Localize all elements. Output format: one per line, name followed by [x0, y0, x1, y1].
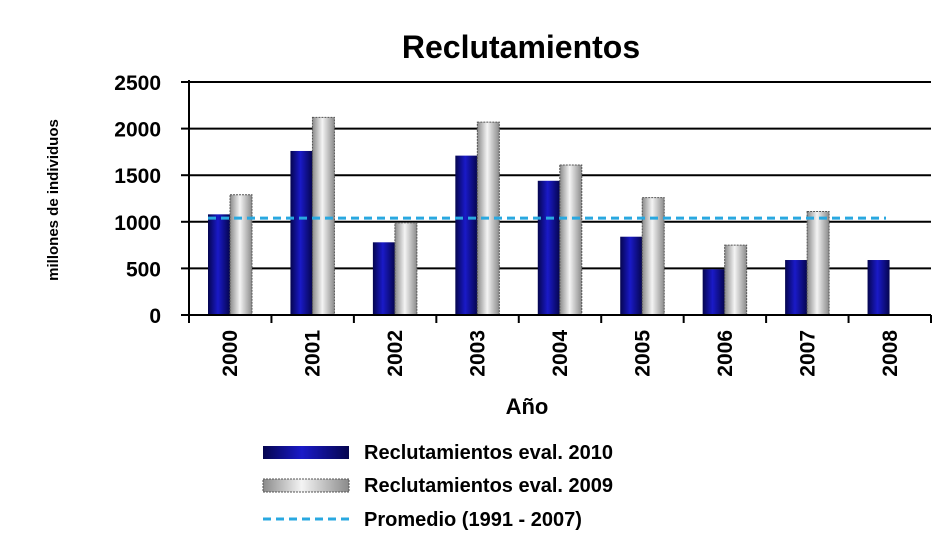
legend-label: Reclutamientos eval. 2010: [364, 442, 613, 464]
legend-label: Reclutamientos eval. 2009: [364, 475, 613, 497]
legend-swatch-eval-2010: [263, 446, 349, 459]
bar-eval-2010-2006: [702, 269, 725, 315]
chart-title: Reclutamientos: [402, 29, 640, 65]
y-tick-label: 2000: [114, 119, 161, 142]
legend: Reclutamientos eval. 2010 Reclutamientos …: [262, 442, 613, 531]
bar-eval-2010-2004: [537, 180, 560, 315]
axes: [188, 80, 931, 316]
y-tick-label: 2500: [114, 72, 161, 95]
bar-eval-2009-2002: [394, 222, 418, 316]
bar-eval-2010-2001: [290, 150, 313, 315]
bar-eval-2010-2007: [785, 260, 808, 315]
bar-eval-2009-2007: [806, 211, 830, 316]
x-tick-label: 2004: [549, 330, 572, 377]
y-tick-label: 1500: [114, 165, 161, 188]
bar-eval-2010-2005: [620, 236, 643, 315]
legend-swatch-eval-2009: [262, 478, 350, 493]
y-axis-label: millones de individuos: [45, 119, 62, 281]
legend-label: Promedio (1991 - 2007): [364, 509, 582, 531]
x-tick-label: 2003: [467, 330, 490, 377]
bars: [208, 116, 890, 316]
y-tick-label: 500: [126, 258, 161, 281]
x-tick-label: 2006: [714, 330, 737, 377]
x-tick-label: 2000: [219, 330, 242, 377]
x-tick-label: 2002: [384, 330, 407, 377]
y-axis-ticks: 0 500 1000 1500 2000 2500: [114, 72, 189, 328]
x-tick-label: 2005: [631, 330, 654, 377]
bar-eval-2010-2003: [455, 155, 478, 315]
x-tick-label: 2008: [879, 330, 902, 377]
bar-eval-2010-2008: [867, 260, 890, 315]
y-tick-label: 1000: [114, 212, 161, 235]
bar-eval-2009-2000: [229, 194, 253, 316]
bar-eval-2009-2001: [311, 116, 335, 316]
bar-eval-2009-2004: [559, 164, 583, 316]
x-tick-label: 2007: [796, 330, 819, 377]
bar-eval-2010-2000: [208, 214, 230, 315]
x-axis-label: Año: [506, 394, 549, 419]
bar-eval-2009-2005: [641, 197, 665, 316]
x-axis-ticks: 2000 2001 2002 2003 2004 2005 2006 2007 2008: [188, 315, 932, 377]
x-tick-label: 2001: [302, 330, 325, 377]
bar-eval-2009-2006: [724, 244, 748, 316]
y-tick-label: 0: [149, 305, 161, 328]
bar-eval-2010-2002: [372, 242, 395, 315]
